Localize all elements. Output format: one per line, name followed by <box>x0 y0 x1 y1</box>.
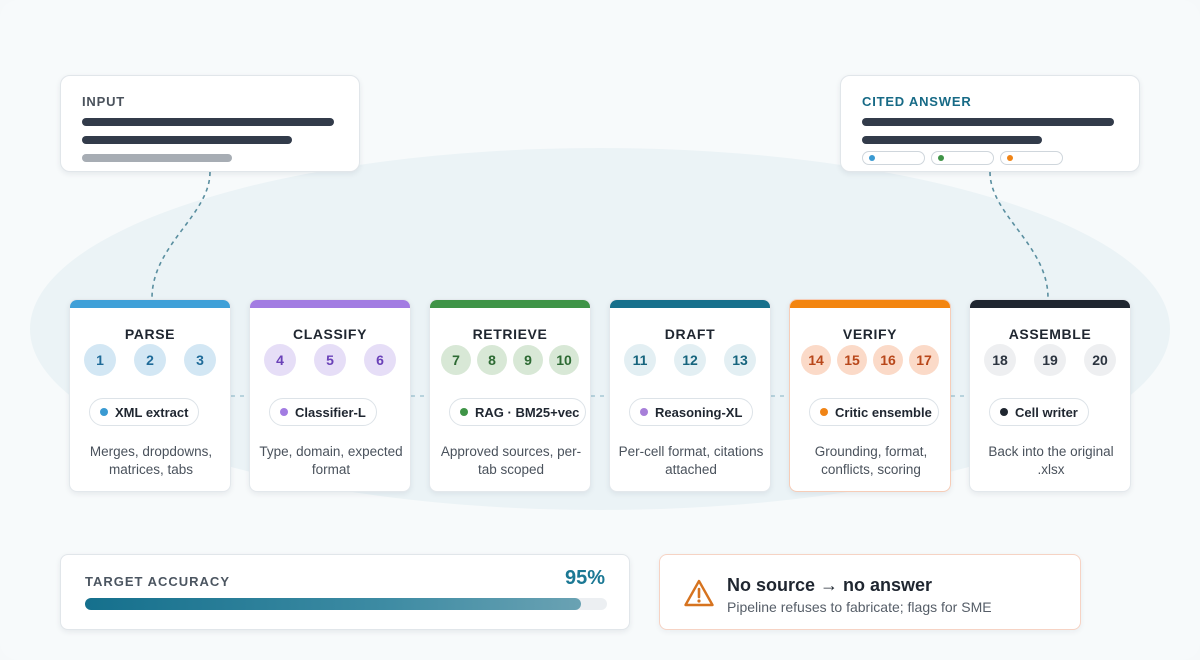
step-number-badge: 13 <box>724 344 756 376</box>
citation-dot <box>1007 155 1013 161</box>
step-number-badge: 19 <box>1034 344 1066 376</box>
warning-icon <box>684 579 714 607</box>
stage-accent-bar <box>430 300 590 308</box>
step-number-badge: 17 <box>909 345 939 375</box>
step-number-badge: 11 <box>624 344 656 376</box>
step-number-badge: 14 <box>801 345 831 375</box>
model-dot <box>100 408 108 416</box>
stage-assemble: ASSEMBLE 18 19 20 Cell writer Back into … <box>969 299 1131 492</box>
model-name: Reasoning-XL <box>655 404 743 420</box>
step-numbers: 14 15 16 17 <box>790 344 950 375</box>
stage-retrieve: RETRIEVE 7 8 9 10 RAG · BM25+vec Approve… <box>429 299 591 492</box>
step-number-badge: 1 <box>84 344 116 376</box>
step-number-badge: 16 <box>873 345 903 375</box>
accuracy-value: 95% <box>564 567 605 589</box>
model-name: Cell writer <box>1015 404 1078 420</box>
stage-accent-bar <box>970 300 1130 308</box>
stage-parse: PARSE 1 2 3 XML extract Merges, dropdown… <box>69 299 231 492</box>
step-numbers: 4 5 6 <box>250 344 410 376</box>
notice-title: No source → no answer <box>727 575 933 595</box>
citation-chip <box>862 151 925 165</box>
model-pill: XML extract <box>89 398 200 426</box>
step-number-badge: 20 <box>1084 344 1116 376</box>
input-text-line <box>82 136 292 144</box>
step-number-badge: 2 <box>134 344 166 376</box>
input-card: INPUT <box>60 75 360 172</box>
model-dot <box>640 408 648 416</box>
step-number-badge: 9 <box>513 345 543 375</box>
cited-answer-title: CITED ANSWER <box>862 94 972 109</box>
stage-accent-bar <box>250 300 410 308</box>
accuracy-progress-track <box>85 598 607 610</box>
stage-description: Merges, dropdowns, matrices, tabs <box>89 444 213 477</box>
model-name: RAG · BM25+vec <box>475 404 580 420</box>
citation-dot <box>938 155 944 161</box>
stage-accent-bar <box>70 300 230 308</box>
step-number-badge: 6 <box>364 344 396 376</box>
stage-title: DRAFT <box>664 326 716 342</box>
accuracy-label: TARGET ACCURACY <box>85 574 230 589</box>
model-pill: RAG · BM25+vec <box>449 398 587 426</box>
input-card-title: INPUT <box>82 94 125 109</box>
answer-text-line <box>862 136 1042 144</box>
step-numbers: 18 19 20 <box>970 344 1130 376</box>
step-number-badge: 7 <box>441 345 471 375</box>
accuracy-progress-fill <box>85 598 581 610</box>
stage-description: Per-cell format, citations attached <box>618 444 764 477</box>
model-dot <box>280 408 288 416</box>
model-name: Critic ensemble <box>835 404 932 420</box>
stage-title: ASSEMBLE <box>1008 326 1092 342</box>
citation-chip <box>1000 151 1063 165</box>
step-numbers: 7 8 9 10 <box>430 344 590 375</box>
stage-title: CLASSIFY <box>292 326 368 342</box>
stage-description: Back into the original .xlsx <box>988 444 1114 477</box>
cited-answer-card: CITED ANSWER <box>840 75 1140 172</box>
stage-accent-bar <box>610 300 770 308</box>
model-pill: Critic ensemble <box>809 398 939 426</box>
stage-verify: VERIFY 14 15 16 17 Critic ensemble Groun… <box>789 299 951 492</box>
model-pill: Classifier-L <box>269 398 377 426</box>
model-name: XML extract <box>115 404 189 420</box>
step-number-badge: 3 <box>184 344 216 376</box>
stage-description: Type, domain, expected format <box>259 444 403 477</box>
model-name: Classifier-L <box>295 404 366 420</box>
stage-title: VERIFY <box>842 326 898 342</box>
stage-title: PARSE <box>124 326 176 342</box>
step-number-badge: 12 <box>674 344 706 376</box>
stage-draft: DRAFT 11 12 13 Reasoning-XL Per-cell for… <box>609 299 771 492</box>
step-number-badge: 10 <box>549 345 579 375</box>
stage-description: Grounding, format, conflicts, scoring <box>814 444 928 477</box>
step-number-badge: 8 <box>477 345 507 375</box>
step-number-badge: 15 <box>837 345 867 375</box>
stage-description: Approved sources, per-tab scoped <box>440 444 582 477</box>
citation-chip <box>931 151 994 165</box>
step-number-badge: 18 <box>984 344 1016 376</box>
notice-subtitle: Pipeline refuses to fabricate; flags for… <box>727 599 992 615</box>
step-number-badge: 4 <box>264 344 296 376</box>
input-text-line <box>82 154 232 162</box>
citation-dot <box>869 155 875 161</box>
stage-classify: CLASSIFY 4 5 6 Classifier-L Type, domain… <box>249 299 411 492</box>
model-dot <box>820 408 828 416</box>
model-pill: Reasoning-XL <box>629 398 754 426</box>
step-number-badge: 5 <box>314 344 346 376</box>
input-text-line <box>82 118 334 126</box>
model-dot <box>460 408 468 416</box>
stage-accent-bar <box>790 300 950 308</box>
target-accuracy-card: TARGET ACCURACY 95% <box>60 554 630 630</box>
model-dot <box>1000 408 1008 416</box>
no-source-notice: No source → no answer Pipeline refuses t… <box>659 554 1081 630</box>
model-pill: Cell writer <box>989 398 1089 426</box>
step-numbers: 11 12 13 <box>610 344 770 376</box>
answer-text-line <box>862 118 1114 126</box>
stage-title: RETRIEVE <box>472 326 548 342</box>
step-numbers: 1 2 3 <box>70 344 230 376</box>
